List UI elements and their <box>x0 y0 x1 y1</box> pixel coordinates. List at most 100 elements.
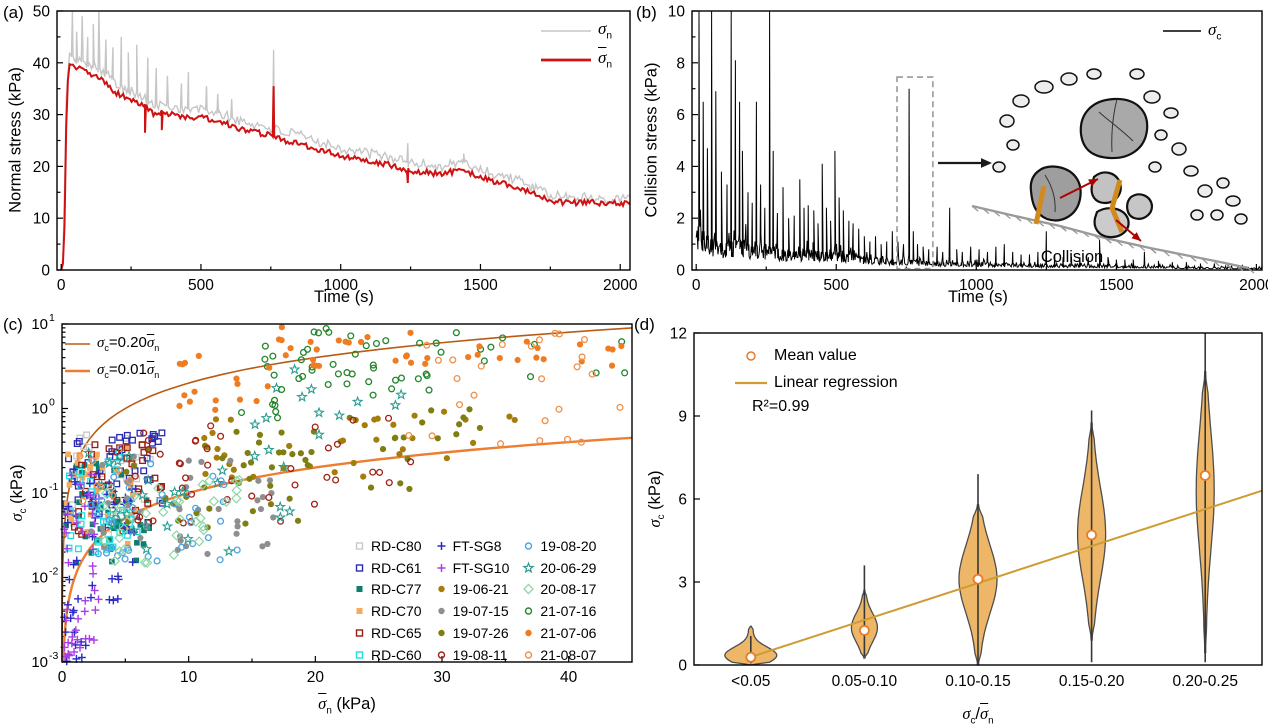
point <box>278 429 285 436</box>
point <box>255 477 262 484</box>
panel-a-frame <box>56 10 631 271</box>
point <box>265 493 273 502</box>
pebble-rock <box>1143 90 1161 104</box>
x-tick-label: 0 <box>58 669 67 686</box>
point <box>578 353 586 361</box>
point <box>66 482 73 488</box>
point <box>347 332 355 340</box>
pebble-rock <box>999 114 1015 128</box>
point <box>313 346 320 353</box>
point <box>231 485 242 496</box>
point <box>453 374 461 383</box>
point <box>325 328 333 336</box>
rock-detail-line <box>1098 111 1134 142</box>
pebble-rock <box>1163 107 1179 119</box>
point <box>237 408 246 417</box>
point <box>144 499 152 507</box>
point <box>249 418 261 430</box>
point <box>343 380 351 388</box>
point <box>389 399 402 411</box>
pebble-rock <box>1012 94 1030 108</box>
point <box>74 527 82 535</box>
x-tick-label: 20 <box>307 669 325 686</box>
point <box>113 496 121 504</box>
point <box>302 456 309 464</box>
point <box>99 461 106 469</box>
x-tick-label: 10 <box>180 669 198 686</box>
rock-detail-line <box>1044 174 1056 213</box>
point <box>112 448 120 456</box>
slope-hatch <box>1127 242 1135 249</box>
point <box>432 339 440 347</box>
point <box>527 342 535 350</box>
y-tick-label-base: 10 <box>31 570 48 587</box>
point <box>73 463 80 469</box>
point <box>244 449 251 457</box>
point <box>158 490 166 499</box>
pebble-rock <box>1183 165 1199 177</box>
series-sigma_n_mean <box>60 62 630 270</box>
point <box>114 532 125 544</box>
slope-hatch <box>1224 262 1232 269</box>
point <box>351 350 359 358</box>
violin-1 <box>850 565 879 659</box>
point <box>168 485 181 497</box>
slope-hatch <box>1048 223 1056 230</box>
point <box>147 460 155 468</box>
slope-hatch <box>993 210 1001 217</box>
x-tick-label: 1000 <box>323 277 358 294</box>
point <box>616 403 624 411</box>
point <box>137 534 144 542</box>
y-tick-label: 6 <box>676 107 685 124</box>
point <box>231 475 242 486</box>
point <box>264 540 271 548</box>
point <box>248 492 256 500</box>
scatter-series-19-07-26 <box>123 406 484 531</box>
point <box>424 354 431 362</box>
point <box>109 491 117 499</box>
point <box>174 514 186 525</box>
point <box>129 436 136 444</box>
y-tick-label-base: 10 <box>31 401 48 418</box>
point <box>105 516 113 524</box>
ref-curve-0.20 <box>61 327 633 661</box>
point <box>99 535 111 547</box>
slope-hatch <box>1247 267 1255 274</box>
point <box>206 505 213 512</box>
point <box>541 417 549 425</box>
point <box>202 470 209 478</box>
point <box>267 482 274 489</box>
point <box>181 474 190 482</box>
point <box>212 406 219 413</box>
point <box>269 400 277 408</box>
point <box>115 453 123 461</box>
force-bar <box>1109 179 1125 233</box>
point <box>233 546 241 554</box>
arrow-head <box>981 158 992 168</box>
point <box>71 523 78 531</box>
y-tick-label-exp: -3 <box>49 650 58 662</box>
point <box>255 439 263 446</box>
point <box>618 342 625 350</box>
point <box>360 473 367 480</box>
point <box>411 412 418 419</box>
point <box>372 339 381 348</box>
point <box>88 528 95 535</box>
point <box>151 432 159 440</box>
slope-hatch <box>1189 255 1197 262</box>
point <box>297 450 304 457</box>
point <box>123 444 131 452</box>
x-tick-label: 2000 <box>603 277 638 294</box>
point <box>310 328 318 336</box>
point <box>609 346 616 353</box>
point <box>87 464 94 470</box>
point <box>203 445 211 453</box>
category-label: 0.05-0.10 <box>832 673 898 690</box>
point <box>474 351 481 358</box>
slope-hatch <box>1003 212 1011 220</box>
point <box>176 460 184 468</box>
point <box>192 504 200 512</box>
point <box>443 455 450 462</box>
point <box>369 361 377 369</box>
slope-hatch <box>982 207 990 215</box>
